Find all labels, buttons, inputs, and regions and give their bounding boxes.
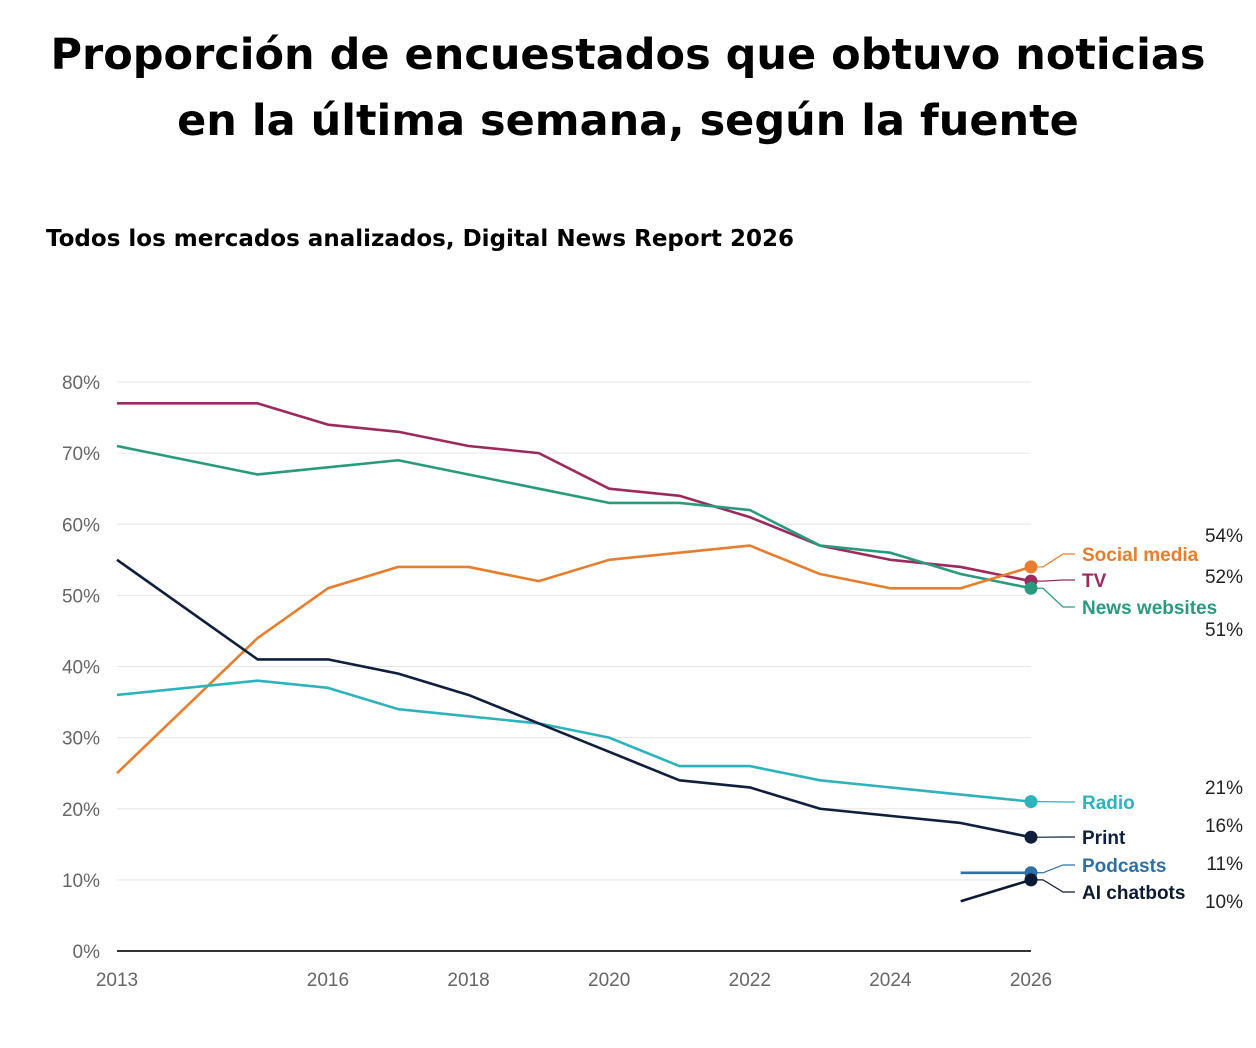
label-leader-line [1031, 579, 1075, 582]
x-tick-label: 2013 [96, 970, 138, 991]
chart-title-line-1: Proporción de encuestados que obtuvo not… [50, 30, 1206, 80]
series-line [116, 558, 1032, 839]
series-line [117, 402, 1032, 583]
series-line [960, 878, 1032, 903]
x-tick-label: 2018 [447, 970, 489, 991]
series-label: Print [1082, 828, 1126, 849]
series-value-label: 54% [1205, 526, 1243, 547]
x-tick-label: 2022 [729, 970, 771, 991]
y-tick-label: 10% [62, 871, 100, 892]
label-leader-line [1031, 553, 1075, 568]
x-tick-label: 2020 [588, 970, 630, 991]
x-tick-label: 2026 [1010, 970, 1052, 991]
y-tick-label: 40% [62, 658, 100, 679]
series-value-label: 52% [1205, 567, 1243, 588]
series-label: TV [1082, 571, 1107, 592]
series-label: Podcasts [1082, 856, 1166, 877]
label-leader-line [1031, 864, 1075, 874]
y-tick-label: 20% [62, 800, 100, 821]
series-label: AI chatbots [1082, 883, 1185, 904]
series-line [116, 544, 1032, 775]
series-value-label: 16% [1205, 816, 1243, 837]
y-tick-label: 60% [62, 515, 100, 536]
chart-title: Proporción de encuestados que obtuvo not… [0, 22, 1256, 154]
series-value-label: 51% [1205, 620, 1243, 641]
y-tick-label: 30% [62, 729, 100, 750]
y-tick-label: 50% [62, 586, 100, 607]
chart-subtitle: Todos los mercados analizados, Digital N… [46, 226, 795, 252]
chart-title-line-2: en la última semana, según la fuente [177, 96, 1079, 146]
x-tick-label: 2016 [307, 970, 349, 991]
label-leader-line [1031, 879, 1075, 893]
series-line [116, 679, 1032, 803]
series-value-label: 10% [1205, 892, 1243, 913]
y-tick-label: 80% [62, 373, 100, 394]
x-tick-label: 2024 [869, 970, 912, 991]
series-value-label: 21% [1205, 778, 1243, 799]
y-tick-label: 70% [62, 444, 100, 465]
series-label: Social media [1082, 545, 1199, 566]
label-leader-line [1031, 587, 1075, 608]
y-tick-label: 0% [73, 942, 101, 963]
series-label: Radio [1082, 793, 1135, 814]
series-value-label: 11% [1206, 854, 1243, 875]
series-line [116, 444, 1032, 590]
series-label: News websites [1082, 598, 1217, 619]
